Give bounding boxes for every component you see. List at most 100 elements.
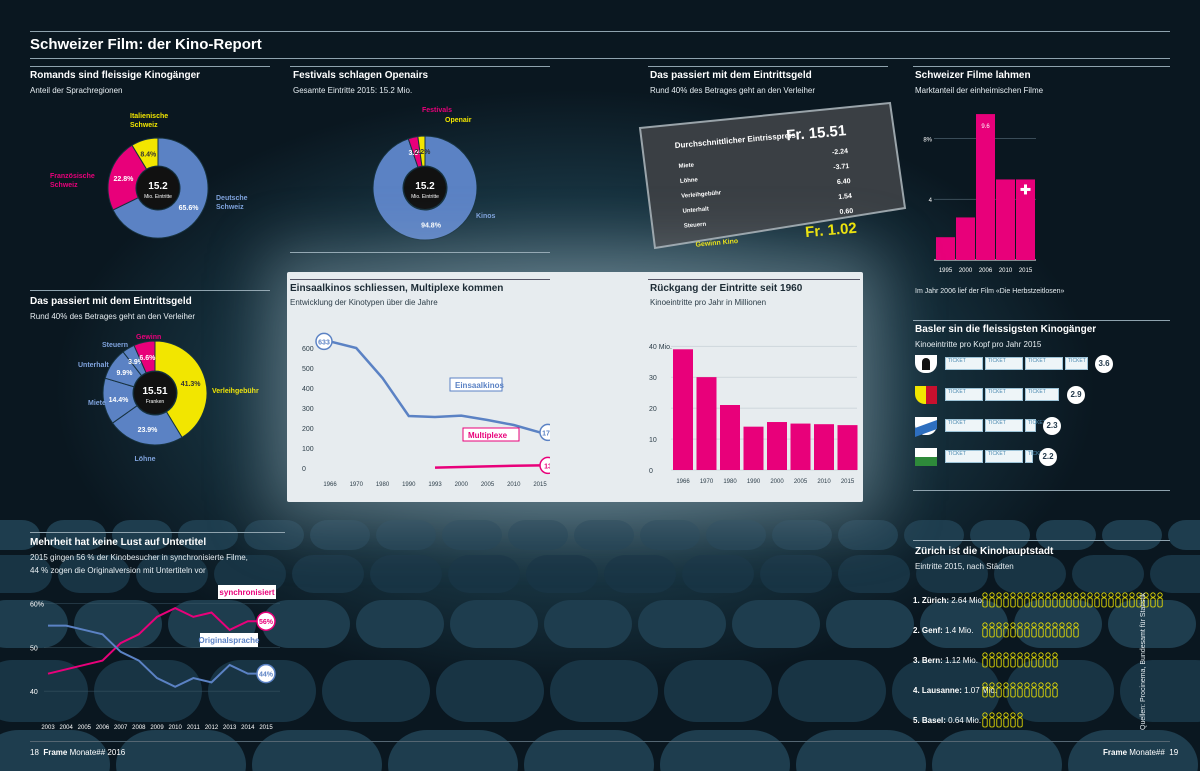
ticket-row-value: -2.24 (832, 148, 849, 156)
person-icon (1101, 597, 1107, 608)
slice-0 (372, 135, 478, 241)
slice-value-4: 3.9% (128, 359, 145, 366)
ticket-row-value: 1.54 (838, 193, 852, 201)
canton-crest-icon (915, 386, 937, 404)
eintritte-subtitle: Kinoeintritte pro Jahr in Millionen (650, 298, 767, 307)
y-tick-label: 600 (302, 346, 314, 353)
ticket-icon: TICKET (1025, 450, 1046, 463)
person-icon (1017, 717, 1023, 728)
person-icon (1038, 682, 1044, 688)
seat (994, 555, 1066, 593)
city-row: 5. Basel: 0.64 Mio. (913, 716, 981, 725)
person-icon (1003, 657, 1009, 668)
person-icon (989, 592, 995, 598)
person-icon (1038, 687, 1044, 698)
y-tick-label: 20 (649, 406, 657, 413)
x-tick-label: 2015 (533, 482, 547, 488)
y-tick-label: 50 (30, 645, 38, 652)
footer-right-brand: Frame (1103, 748, 1128, 757)
x-tick-label: 2015 (1019, 268, 1033, 274)
person-icon (1010, 657, 1016, 668)
person-icon (1024, 657, 1030, 668)
start-label: 633 (318, 339, 330, 346)
city-value: 1.07 Mio. (964, 686, 998, 695)
x-tick-label: 1966 (323, 482, 337, 488)
seat (574, 520, 634, 550)
series-name: Originalsprache (199, 636, 260, 645)
x-tick-label: 2015 (259, 725, 273, 731)
canton-crest-icon (915, 355, 937, 373)
seat (388, 730, 518, 771)
person-icon (1052, 657, 1058, 668)
seat (322, 660, 430, 722)
person-icon (1115, 597, 1121, 608)
series-name: Einsaalkinos (455, 381, 504, 390)
seat (46, 520, 106, 550)
ticket-row-value: -3.71 (833, 163, 850, 171)
person-icon (1024, 682, 1030, 688)
y-tick-label: 0 (302, 466, 306, 473)
person-icon (1010, 622, 1016, 628)
ticket-profit-value: Fr. 1.02 (804, 220, 857, 241)
seat (1036, 520, 1096, 550)
person-icon (1052, 687, 1058, 698)
person-icon (1045, 657, 1051, 668)
peak-label: 9.6 (981, 124, 990, 130)
end-label: 56% (259, 619, 274, 626)
seat (660, 730, 790, 771)
bar-1970 (696, 377, 717, 470)
footer-left-page: 18 (30, 748, 39, 757)
x-tick-label: 2010 (168, 725, 182, 731)
person-icon (989, 627, 995, 638)
person-icon (982, 627, 988, 638)
slice-label-0: Deutsche (216, 195, 248, 202)
person-icon (1031, 622, 1037, 628)
x-tick-label: 2012 (205, 725, 219, 731)
city-row: 2. Genf: 1.4 Mio. (913, 626, 973, 635)
basel-value-badge: 2.2 (1039, 448, 1057, 466)
x-tick-label: 1966 (676, 479, 690, 485)
seat (1102, 520, 1162, 550)
slice-label-2: Openair (445, 117, 472, 124)
person-icon (989, 682, 995, 688)
slice-label-2: Miete (88, 400, 106, 407)
footer-right: Frame Monate## 19 (1103, 748, 1178, 757)
series-label-box (218, 585, 276, 599)
person-icon (982, 622, 988, 628)
ticket-row: TICKET TICKET TICKET (945, 388, 1060, 401)
person-icon (1038, 657, 1044, 668)
person-icon (996, 712, 1002, 718)
person-icon (1101, 592, 1107, 598)
seat (544, 600, 632, 648)
person-icon (982, 682, 988, 688)
seat (214, 555, 286, 593)
y-tick-label: 60% (30, 602, 44, 609)
eintritte-bar-chart: 0 10 20 30 40 Mio. 1966 1970 1980 1990 2000 2005 20… (649, 344, 858, 485)
person-icon (1010, 712, 1016, 718)
seat (904, 520, 964, 550)
y-tick-label: 200 (302, 426, 314, 433)
ticket-graphic: Durchschnittlicher Eintrisspreis:Fr. 15.… (638, 101, 907, 250)
ticket-icon: TICKET (1025, 388, 1060, 401)
person-icon (1150, 597, 1156, 608)
basel-value-badge: 3.6 (1095, 355, 1113, 373)
person-icon (982, 717, 988, 728)
seat (826, 600, 914, 648)
person-icon (1010, 717, 1016, 728)
person-icon (1031, 657, 1037, 668)
person-icon (1003, 622, 1009, 628)
person-icon (1052, 592, 1058, 598)
eintritte-title: Rückgang der Eintritte seit 1960 (650, 283, 803, 294)
person-icon (1059, 622, 1065, 628)
seat (778, 660, 886, 722)
x-tick-label: 2006 (96, 725, 110, 731)
person-icon (1073, 627, 1079, 638)
ticket-icon: TICKET (945, 357, 983, 370)
ticket-row: TICKET TICKET TICKET (945, 419, 1046, 432)
person-icon (1080, 597, 1086, 608)
audience-pictogram (982, 682, 1058, 698)
ticket-icon: TICKET (985, 450, 1023, 463)
person-icon (1017, 682, 1023, 688)
bar-1995 (936, 237, 955, 260)
kinotypen-line-chart: 0 100 200 300 400 500 600 1966 1970 1980 1990 1993 2… (302, 332, 550, 488)
